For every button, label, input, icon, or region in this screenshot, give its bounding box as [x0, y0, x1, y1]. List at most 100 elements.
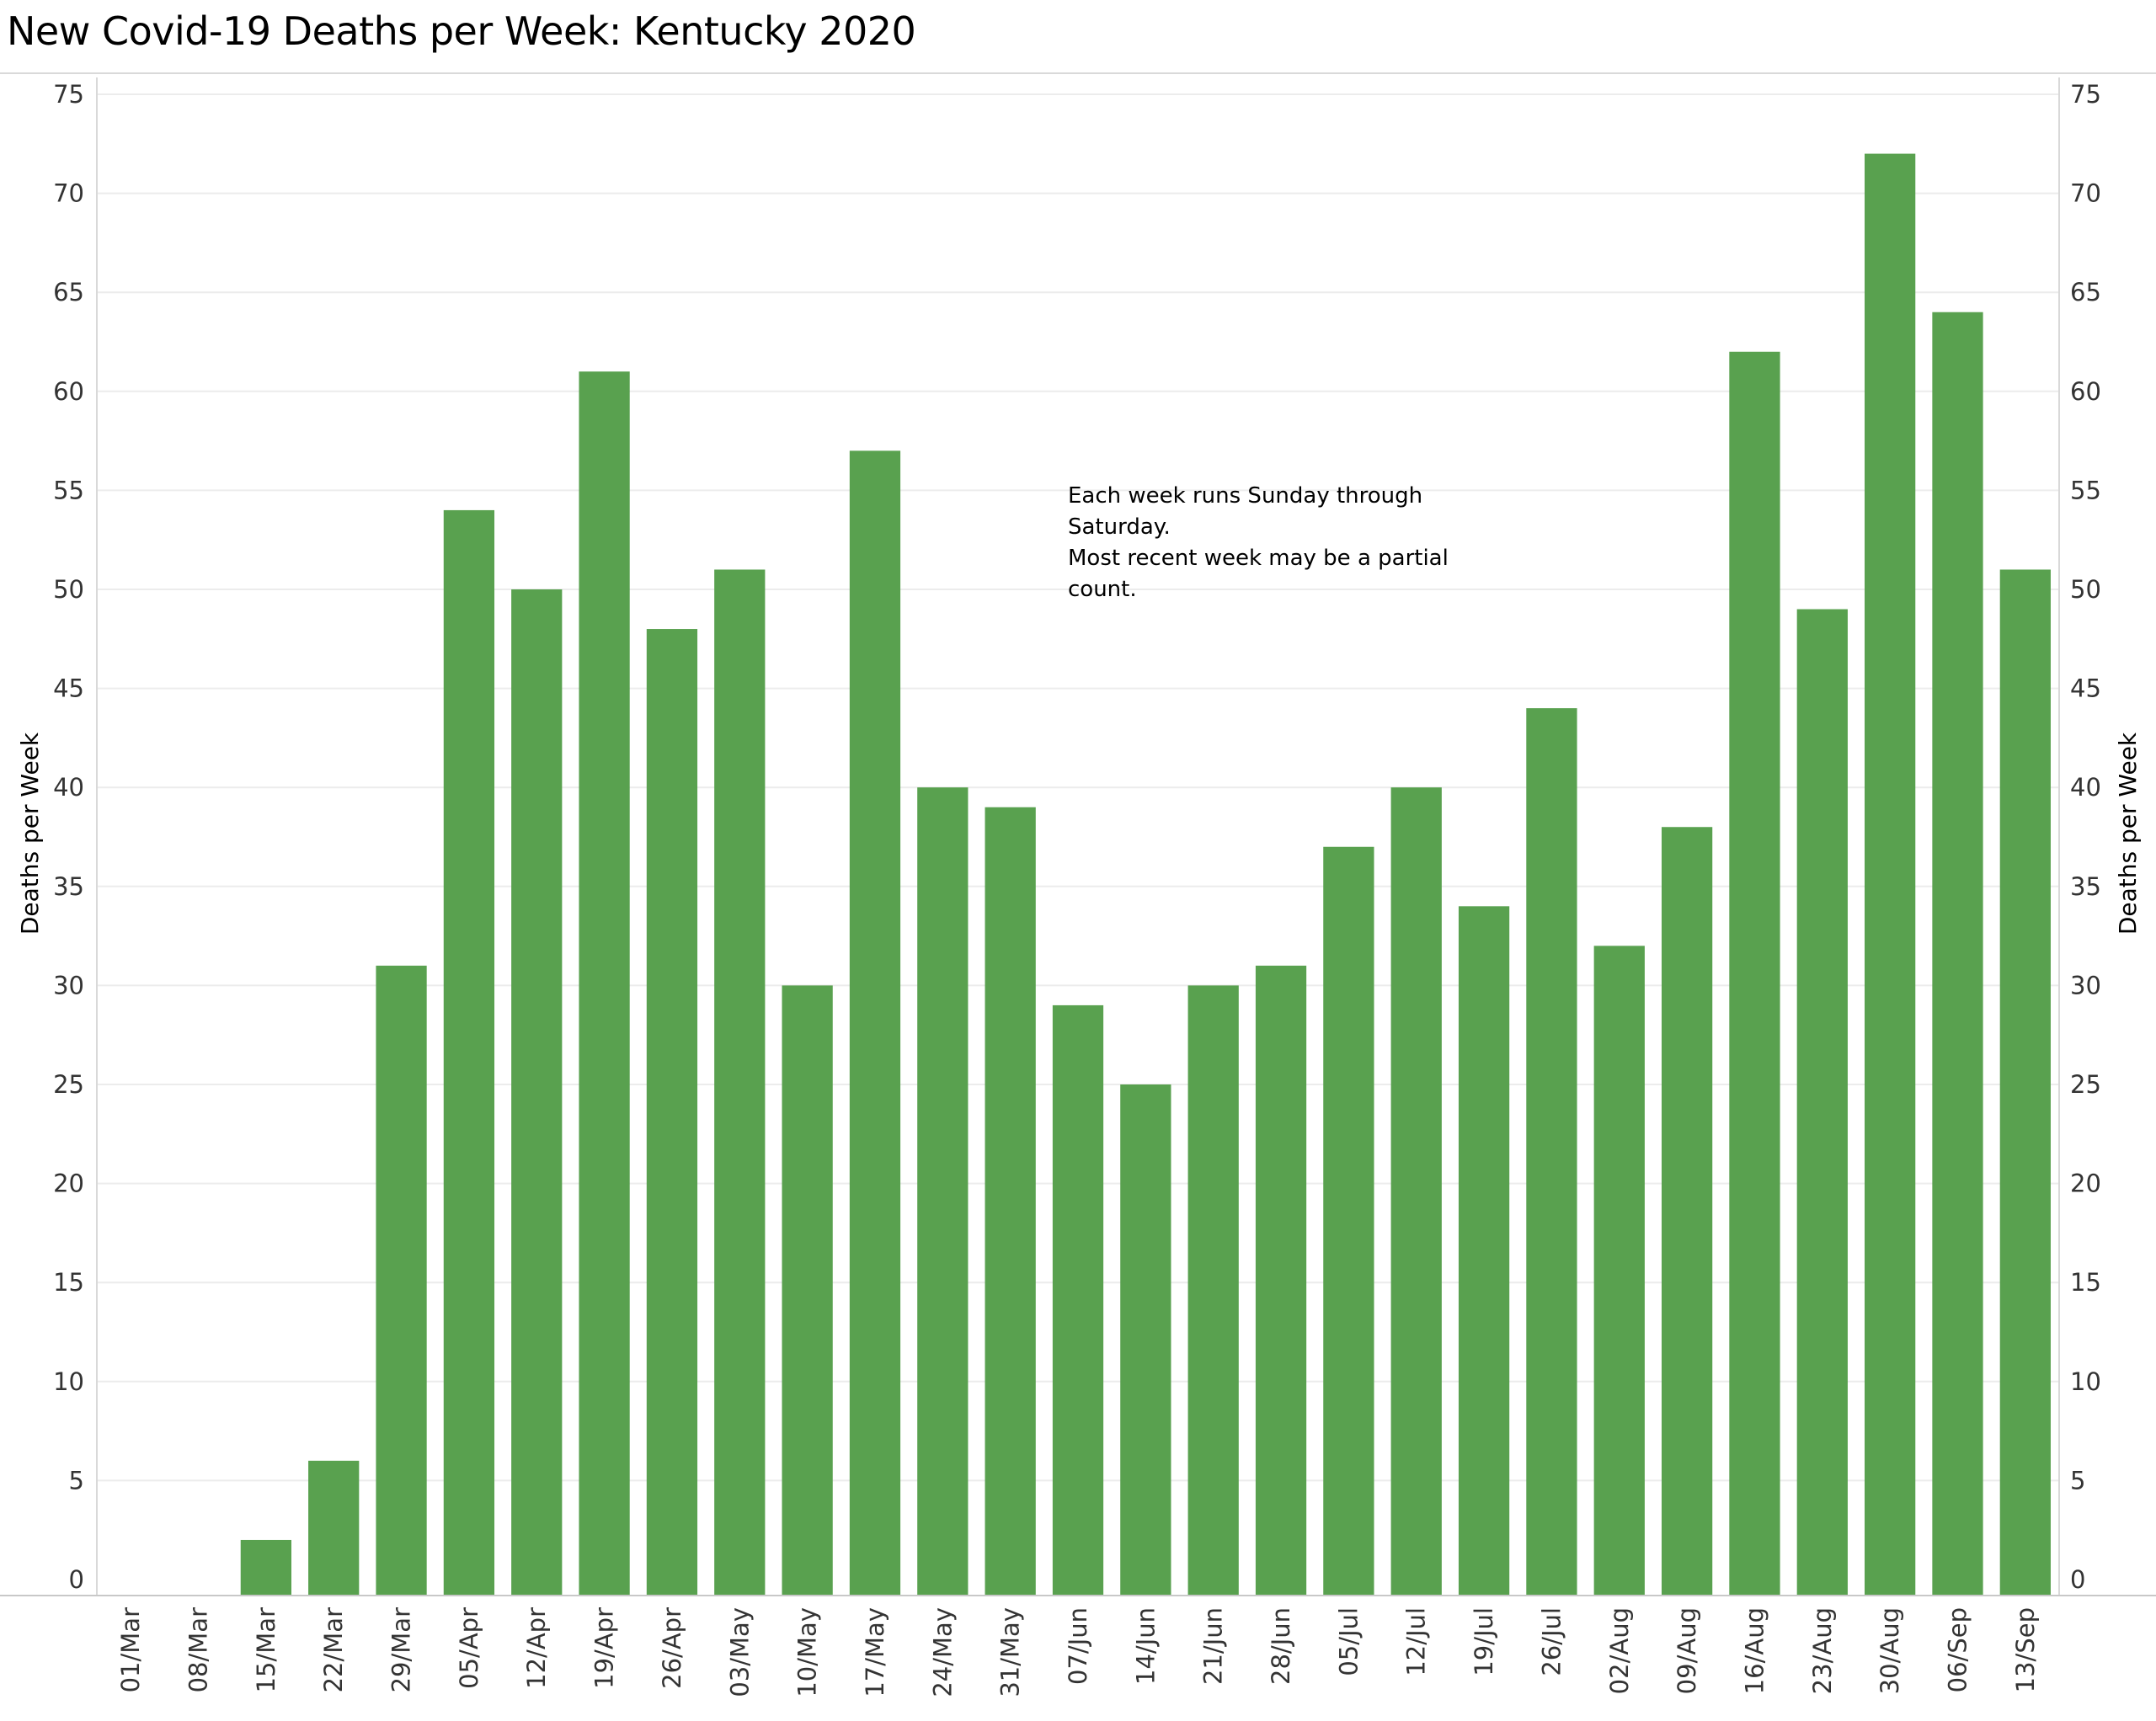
x-tick-13-Sep: 13/Sep — [2011, 1607, 2040, 1692]
y-tick-left-50: 50 — [53, 575, 84, 604]
bar-19-Apr — [579, 371, 630, 1596]
annotation-line-4: count. — [1068, 577, 1137, 602]
bar-19-Jul — [1458, 906, 1510, 1596]
bar-07-Jun — [1052, 1004, 1104, 1596]
y-tick-left-30: 30 — [53, 971, 84, 999]
y-tick-left-35: 35 — [53, 872, 84, 901]
x-tick-28-Jun: 28/Jun — [1267, 1607, 1295, 1685]
bar-21-Jun — [1187, 985, 1239, 1596]
x-tick-26-Jul: 26/Jul — [1537, 1607, 1566, 1676]
y-tick-right-5: 5 — [2070, 1466, 2085, 1495]
bar-12-Jul — [1390, 787, 1442, 1596]
y-tick-left-45: 45 — [53, 674, 84, 703]
y-tick-left-0: 0 — [69, 1565, 84, 1594]
bar-03-May — [714, 569, 766, 1596]
chart-title: New Covid-19 Deaths per Week: Kentucky 2… — [7, 8, 916, 54]
x-tick-19-Apr: 19/Apr — [590, 1607, 619, 1689]
bar-23-Aug — [1796, 609, 1848, 1596]
x-tick-23-Aug: 23/Aug — [1808, 1607, 1837, 1694]
y-tick-left-10: 10 — [53, 1367, 84, 1396]
x-tick-05-Jul: 05/Jul — [1334, 1607, 1363, 1676]
y-tick-right-35: 35 — [2070, 872, 2101, 901]
y-tick-left-5: 5 — [69, 1466, 84, 1495]
y-tick-right-15: 15 — [2070, 1268, 2101, 1297]
y-tick-right-75: 75 — [2070, 80, 2101, 109]
y-tick-left-60: 60 — [53, 377, 84, 406]
x-tick-26-Apr: 26/Apr — [658, 1607, 686, 1689]
x-tick-31-May: 31/May — [996, 1607, 1025, 1697]
y-tick-right-55: 55 — [2070, 476, 2101, 504]
x-tick-02-Aug: 02/Aug — [1605, 1607, 1634, 1694]
bars — [240, 153, 2051, 1596]
y-axis-left-ticks: 0 5 10 15 20 25 30 35 40 45 50 55 60 65 70 75 — [53, 80, 84, 1594]
y-tick-right-40: 40 — [2070, 773, 2101, 802]
y-tick-right-50: 50 — [2070, 575, 2101, 604]
bar-28-Jun — [1255, 965, 1307, 1596]
bar-13-Sep — [1999, 569, 2051, 1596]
y-tick-left-25: 25 — [53, 1070, 84, 1099]
y-tick-right-10: 10 — [2070, 1367, 2101, 1396]
y-tick-left-65: 65 — [53, 278, 84, 306]
bar-30-Aug — [1865, 153, 1916, 1596]
bar-16-Aug — [1729, 351, 1780, 1596]
chart-annotation: Each week runs Sunday through Saturday. Mo… — [1068, 483, 1449, 602]
bar-24-May — [917, 787, 969, 1596]
x-tick-10-May: 10/May — [793, 1607, 822, 1697]
bar-26-Jul — [1526, 708, 1577, 1596]
y-axis-right-ticks: 0 5 10 15 20 25 30 35 40 45 50 55 60 65 70 75 — [2070, 80, 2101, 1594]
x-tick-08-Mar: 08/Mar — [184, 1607, 213, 1692]
y-tick-left-20: 20 — [53, 1170, 84, 1198]
x-tick-03-May: 03/May — [725, 1607, 754, 1697]
x-tick-01-Mar: 01/Mar — [116, 1607, 145, 1692]
bar-12-Apr — [511, 589, 563, 1596]
bar-15-Mar — [240, 1539, 291, 1596]
x-tick-15-Mar: 15/Mar — [252, 1607, 280, 1692]
y-tick-right-0: 0 — [2070, 1565, 2085, 1594]
x-tick-24-May: 24/May — [928, 1607, 957, 1697]
x-tick-21-Jun: 21/Jun — [1199, 1607, 1228, 1685]
y-tick-right-45: 45 — [2070, 674, 2101, 703]
x-tick-16-Aug: 16/Aug — [1740, 1607, 1769, 1694]
y-tick-left-55: 55 — [53, 476, 84, 504]
bar-14-Jun — [1120, 1084, 1171, 1596]
bar-05-Apr — [443, 509, 495, 1596]
x-tick-09-Aug: 09/Aug — [1673, 1607, 1701, 1694]
y-tick-left-40: 40 — [53, 773, 84, 802]
x-tick-30-Aug: 30/Aug — [1876, 1607, 1904, 1694]
y-tick-right-65: 65 — [2070, 278, 2101, 306]
bar-02-Aug — [1593, 946, 1645, 1596]
x-tick-06-Sep: 06/Sep — [1943, 1607, 1972, 1692]
x-tick-07-Jun: 07/Jun — [1064, 1607, 1092, 1685]
y-tick-right-60: 60 — [2070, 377, 2101, 406]
axes — [0, 77, 2156, 1596]
x-tick-05-Apr: 05/Apr — [455, 1607, 483, 1689]
bar-06-Sep — [1932, 312, 1983, 1596]
x-tick-12-Apr: 12/Apr — [522, 1607, 551, 1689]
x-tick-29-Mar: 29/Mar — [387, 1607, 416, 1692]
x-tick-12-Jul: 12/Jul — [1402, 1607, 1431, 1676]
x-axis-ticks: 01/Mar 08/Mar 15/Mar 22/Mar 29/Mar 05/Apr 12/A… — [116, 1607, 2040, 1697]
x-tick-17-May: 17/May — [861, 1607, 889, 1697]
y-tick-left-75: 75 — [53, 80, 84, 109]
y-tick-left-70: 70 — [53, 179, 84, 208]
y-tick-right-20: 20 — [2070, 1170, 2101, 1198]
bar-10-May — [782, 985, 833, 1596]
x-tick-22-Mar: 22/Mar — [319, 1607, 348, 1692]
annotation-line-1: Each week runs Sunday through — [1068, 483, 1422, 509]
title-divider — [0, 72, 2156, 74]
x-tick-14-Jun: 14/Jun — [1131, 1607, 1160, 1685]
y-tick-right-70: 70 — [2070, 179, 2101, 208]
bar-26-Apr — [646, 629, 698, 1596]
y-axis-title-right: Deaths per Week — [2114, 732, 2142, 935]
y-tick-right-25: 25 — [2070, 1070, 2101, 1099]
bar-29-Mar — [376, 965, 427, 1596]
x-tick-19-Jul: 19/Jul — [1470, 1607, 1498, 1676]
y-tick-left-15: 15 — [53, 1268, 84, 1297]
bar-22-Mar — [308, 1460, 360, 1596]
y-axis-title-left: Deaths per Week — [16, 732, 44, 935]
bar-31-May — [985, 807, 1036, 1596]
annotation-line-2: Saturday. — [1068, 514, 1171, 540]
bar-05-Jul — [1323, 846, 1374, 1596]
bar-17-May — [849, 450, 901, 1596]
bar-09-Aug — [1661, 827, 1713, 1596]
